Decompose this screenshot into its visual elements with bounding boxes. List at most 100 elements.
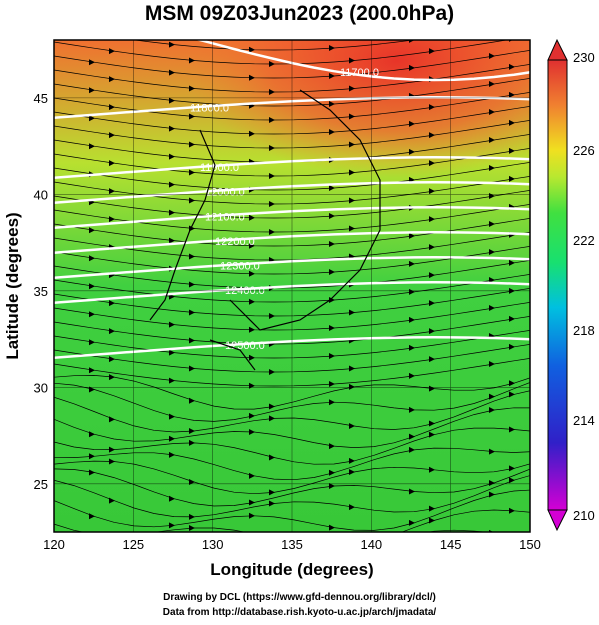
wind-arrow xyxy=(189,85,195,92)
wind-arrow xyxy=(169,125,175,132)
streamline xyxy=(54,232,530,261)
wind-arrow xyxy=(169,495,175,502)
streamline xyxy=(54,176,530,205)
streamline xyxy=(54,64,530,93)
wind-arrow xyxy=(109,216,115,223)
colorbar-top-arrow xyxy=(547,38,568,61)
streamline xyxy=(54,407,530,448)
streamline xyxy=(54,375,530,410)
streamline xyxy=(54,8,534,36)
streamline xyxy=(54,302,530,331)
streamline xyxy=(54,92,530,121)
wind-arrow xyxy=(269,173,275,179)
wind-arrow xyxy=(509,550,515,556)
wind-arrow xyxy=(109,544,115,550)
wind-arrow xyxy=(349,543,355,549)
wind-arrow xyxy=(249,242,255,249)
streamline xyxy=(132,40,416,51)
wind-arrow xyxy=(329,325,335,332)
wind-arrow xyxy=(409,446,415,453)
wind-arrow xyxy=(249,74,255,81)
wind-arrow xyxy=(189,113,195,120)
wind-arrow xyxy=(329,297,335,304)
wind-arrow xyxy=(89,59,95,66)
wind-arrow xyxy=(269,229,275,235)
wind-arrow xyxy=(109,160,115,167)
streamline xyxy=(54,0,534,22)
wind-arrow xyxy=(189,169,195,176)
colorbar-tick-label: 230 xyxy=(573,50,595,65)
wind-arrow xyxy=(249,19,255,25)
y-tick-label: 40 xyxy=(34,187,48,202)
x-tick-label: 130 xyxy=(202,537,224,552)
contour-line xyxy=(54,281,530,304)
x-tick-label: 145 xyxy=(440,537,462,552)
wind-arrow xyxy=(509,380,515,387)
colorbar-bottom-arrow xyxy=(547,509,568,532)
streamline xyxy=(54,382,530,422)
x-tick-label: 135 xyxy=(281,537,303,552)
wind-arrow xyxy=(489,52,495,59)
wind-arrow xyxy=(509,343,515,350)
wind-arrow xyxy=(269,313,275,319)
wind-arrow xyxy=(409,9,415,15)
streamline xyxy=(54,489,530,531)
wind-arrow xyxy=(189,439,195,446)
streamline xyxy=(54,274,530,303)
contour-line xyxy=(195,40,530,82)
wind-arrow xyxy=(329,399,335,406)
wind-arrow xyxy=(249,214,255,221)
wind-arrow xyxy=(349,169,355,176)
streamline xyxy=(54,427,530,465)
wind-arrow xyxy=(269,500,275,507)
colorbar-tick-label: 210 xyxy=(573,508,595,523)
wind-arrow xyxy=(429,548,435,554)
wind-arrow xyxy=(169,377,175,384)
coastline xyxy=(149,89,381,371)
wind-arrow xyxy=(109,48,115,55)
wind-arrow xyxy=(109,374,115,381)
wind-arrow xyxy=(109,458,115,465)
x-axis-ticks: 120 125 130 135 140 145 150 xyxy=(43,537,541,552)
wind-arrow xyxy=(269,33,275,39)
wind-arrow xyxy=(489,136,495,143)
wind-arrow xyxy=(329,469,335,476)
x-tick-label: 125 xyxy=(122,537,144,552)
wind-arrow xyxy=(509,119,515,126)
streamline xyxy=(54,148,530,177)
wind-arrow xyxy=(189,525,195,532)
wind-arrow xyxy=(429,466,435,473)
streamline xyxy=(54,468,530,507)
map-title: MSM 09Z03Jun2023 (200.0hPa) xyxy=(144,2,455,25)
wind-arrow xyxy=(249,270,255,277)
wind-arrow xyxy=(109,446,115,453)
wind-arrow xyxy=(409,260,415,267)
wind-arrow xyxy=(349,197,355,204)
wind-arrow xyxy=(409,433,415,440)
streamline xyxy=(54,390,530,433)
wind-arrow xyxy=(169,153,175,160)
wind-arrow xyxy=(429,160,435,167)
wind-arrow xyxy=(349,113,355,120)
wind-arrow xyxy=(249,298,255,305)
wind-arrow xyxy=(349,309,355,316)
wind-arrow xyxy=(189,30,195,36)
x-tick-label: 140 xyxy=(360,537,382,552)
streamline xyxy=(54,190,530,219)
wind-arrow xyxy=(189,281,195,288)
contour-label: 12400.0 xyxy=(225,285,265,297)
wind-arrow xyxy=(489,393,495,400)
wind-arrow xyxy=(189,197,195,204)
wind-arrow xyxy=(329,524,335,531)
streamline xyxy=(54,358,530,387)
wind-arrow xyxy=(409,288,415,295)
wind-arrow xyxy=(109,328,115,335)
wind-arrow xyxy=(89,311,95,318)
wind-arrow xyxy=(329,17,335,23)
wind-arrow xyxy=(89,367,95,374)
contour-label: 12300.0 xyxy=(220,261,260,273)
wind-arrow xyxy=(89,255,95,262)
wind-arrow xyxy=(269,145,275,151)
streamline xyxy=(54,344,530,373)
